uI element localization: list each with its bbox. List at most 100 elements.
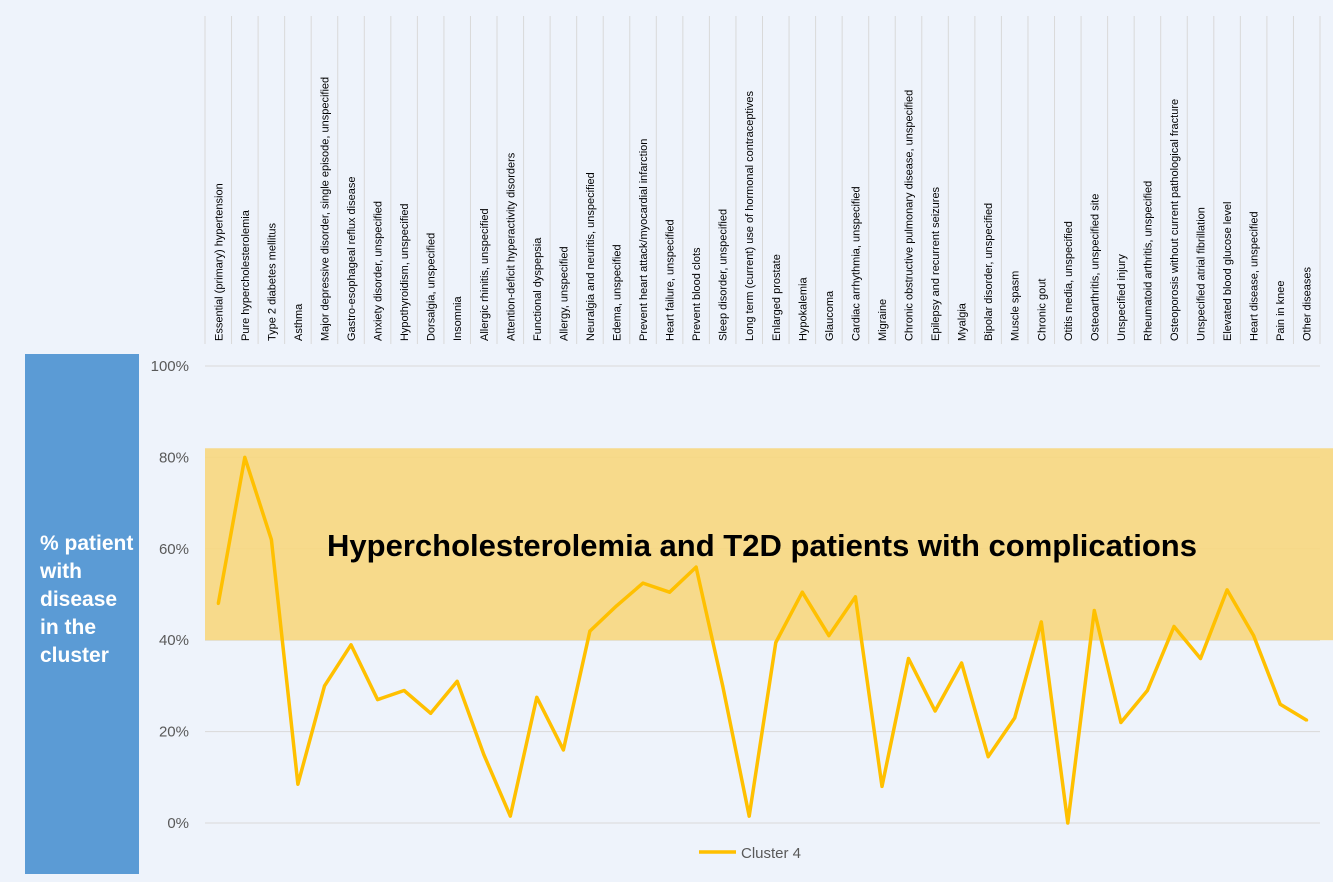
category-label: Hypokalemia xyxy=(797,277,809,341)
ylabel-box: % patient with disease in the cluster xyxy=(25,354,139,874)
data-point xyxy=(1305,718,1309,722)
y-tick-label: 100% xyxy=(151,358,189,375)
data-point xyxy=(402,688,406,692)
category-label: Gastro-esophageal reflux disease xyxy=(346,177,358,341)
data-point xyxy=(747,814,751,818)
data-point xyxy=(376,698,380,702)
category-label: Osteoarthritis, unspecified site xyxy=(1089,194,1101,341)
category-label: Long term (current) use of hormonal cont… xyxy=(744,90,756,341)
category-label: Unspecified atrial fibrillation xyxy=(1196,207,1208,341)
band-label: Hypercholesterolemia and T2D patients wi… xyxy=(327,528,1197,563)
series-cluster-4 xyxy=(216,455,1309,825)
category-label: Elevated blood glucose level xyxy=(1222,202,1234,341)
y-tick-label: 60% xyxy=(159,541,189,558)
category-label: Dorsalgia, unspecified xyxy=(426,233,438,341)
category-label: Bipolar disorder, unspecified xyxy=(983,203,995,341)
data-point xyxy=(960,661,964,665)
data-point xyxy=(668,590,672,594)
data-point xyxy=(1199,656,1203,660)
y-axis-label: % patient with disease in the cluster xyxy=(40,532,134,667)
band-label-group: Hypercholesterolemia and T2D patients wi… xyxy=(327,528,1197,563)
data-point xyxy=(933,709,937,713)
y-tick-label: 40% xyxy=(159,632,189,649)
data-point xyxy=(1066,821,1070,825)
category-label: Neuralgia and neuritis, unspecified xyxy=(585,172,597,341)
data-point xyxy=(614,604,618,608)
data-point xyxy=(1145,688,1149,692)
category-label: Edema, unspecified xyxy=(611,244,623,341)
data-point xyxy=(1013,716,1017,720)
category-label: Allergic rhinitis, unspecified xyxy=(479,208,491,341)
category-label: Heart disease, unspecified xyxy=(1249,211,1261,341)
category-label: Otitis media, unspecified xyxy=(1063,221,1075,341)
data-point xyxy=(482,752,486,756)
data-point xyxy=(216,602,220,606)
data-point xyxy=(243,455,247,459)
data-point xyxy=(880,784,884,788)
category-label: Type 2 diabetes mellitus xyxy=(266,222,278,341)
category-label: Osteoporosis without current pathologica… xyxy=(1169,99,1181,341)
category-label: Anxiety disorder, unspecified xyxy=(373,201,385,341)
series-line xyxy=(216,455,1308,825)
data-point xyxy=(721,684,725,688)
category-label: Muscle spasm xyxy=(1010,271,1022,341)
data-point xyxy=(429,711,433,715)
data-point xyxy=(349,643,353,647)
category-label: Epilepsy and recurrent seizures xyxy=(930,186,942,341)
category-label-grid xyxy=(204,16,1321,344)
y-axis-ticks: 0% 20% 40% 60% 80% 100% xyxy=(151,358,189,832)
data-point xyxy=(986,755,990,759)
category-label: Prevent heart attack/myocardial infarcti… xyxy=(638,139,650,341)
category-label: Functional dyspepsia xyxy=(532,237,544,341)
category-label: Rheumatoid arthritis, unspecified xyxy=(1142,181,1154,341)
data-point xyxy=(1092,608,1096,612)
data-point xyxy=(641,581,645,585)
data-point xyxy=(269,538,273,542)
category-label: Unspecified injury xyxy=(1116,254,1128,341)
category-label: Essential (primary) hypertension xyxy=(213,183,225,341)
y-tick-label: 20% xyxy=(159,724,189,741)
category-label: Attention-deficit hyperactivity disorder… xyxy=(505,152,517,341)
category-label: Hypothyroidism, unspecified xyxy=(399,203,411,341)
category-label: Chronic gout xyxy=(1036,279,1048,341)
data-point xyxy=(853,595,857,599)
data-point xyxy=(1172,624,1176,628)
data-point xyxy=(1039,620,1043,624)
category-label: Myalgia xyxy=(957,302,969,341)
data-point xyxy=(774,640,778,644)
data-point xyxy=(455,679,459,683)
category-label: Major depressive disorder, single episod… xyxy=(319,77,331,341)
category-label: Sleep disorder, unspecified xyxy=(718,209,730,341)
data-point xyxy=(296,782,300,786)
highlight-band-rect xyxy=(205,448,1333,641)
category-label: Migraine xyxy=(877,299,889,341)
category-label: Cardiac arrhythmia, unspecified xyxy=(850,186,862,341)
category-label: Insomnia xyxy=(452,295,464,341)
y-tick-label: 80% xyxy=(159,449,189,466)
category-label: Pure hypercholesterolemia xyxy=(240,209,252,341)
category-label: Enlarged prostate xyxy=(771,254,783,341)
data-point xyxy=(535,695,539,699)
data-point xyxy=(322,684,326,688)
data-point xyxy=(1278,702,1282,706)
data-point xyxy=(508,814,512,818)
category-label: Prevent blood clots xyxy=(691,247,703,341)
data-point xyxy=(800,590,804,594)
data-point xyxy=(907,656,911,660)
legend: Cluster 4 xyxy=(699,845,801,862)
category-label: Heart failure, unspecified xyxy=(665,219,677,341)
category-label: Glaucoma xyxy=(824,290,836,341)
category-labels: Essential (primary) hypertension Pure hyp… xyxy=(213,77,1313,341)
data-point xyxy=(1252,634,1256,638)
category-label: Other diseases xyxy=(1302,267,1314,341)
data-point xyxy=(588,629,592,633)
category-label: Asthma xyxy=(293,303,305,341)
y-tick-label: 0% xyxy=(167,815,189,832)
data-point xyxy=(1119,720,1123,724)
data-point xyxy=(1225,588,1229,592)
highlight-band xyxy=(205,448,1333,641)
legend-label: Cluster 4 xyxy=(741,845,801,862)
data-point xyxy=(694,565,698,569)
category-label: Allergy, unspecified xyxy=(558,246,570,341)
